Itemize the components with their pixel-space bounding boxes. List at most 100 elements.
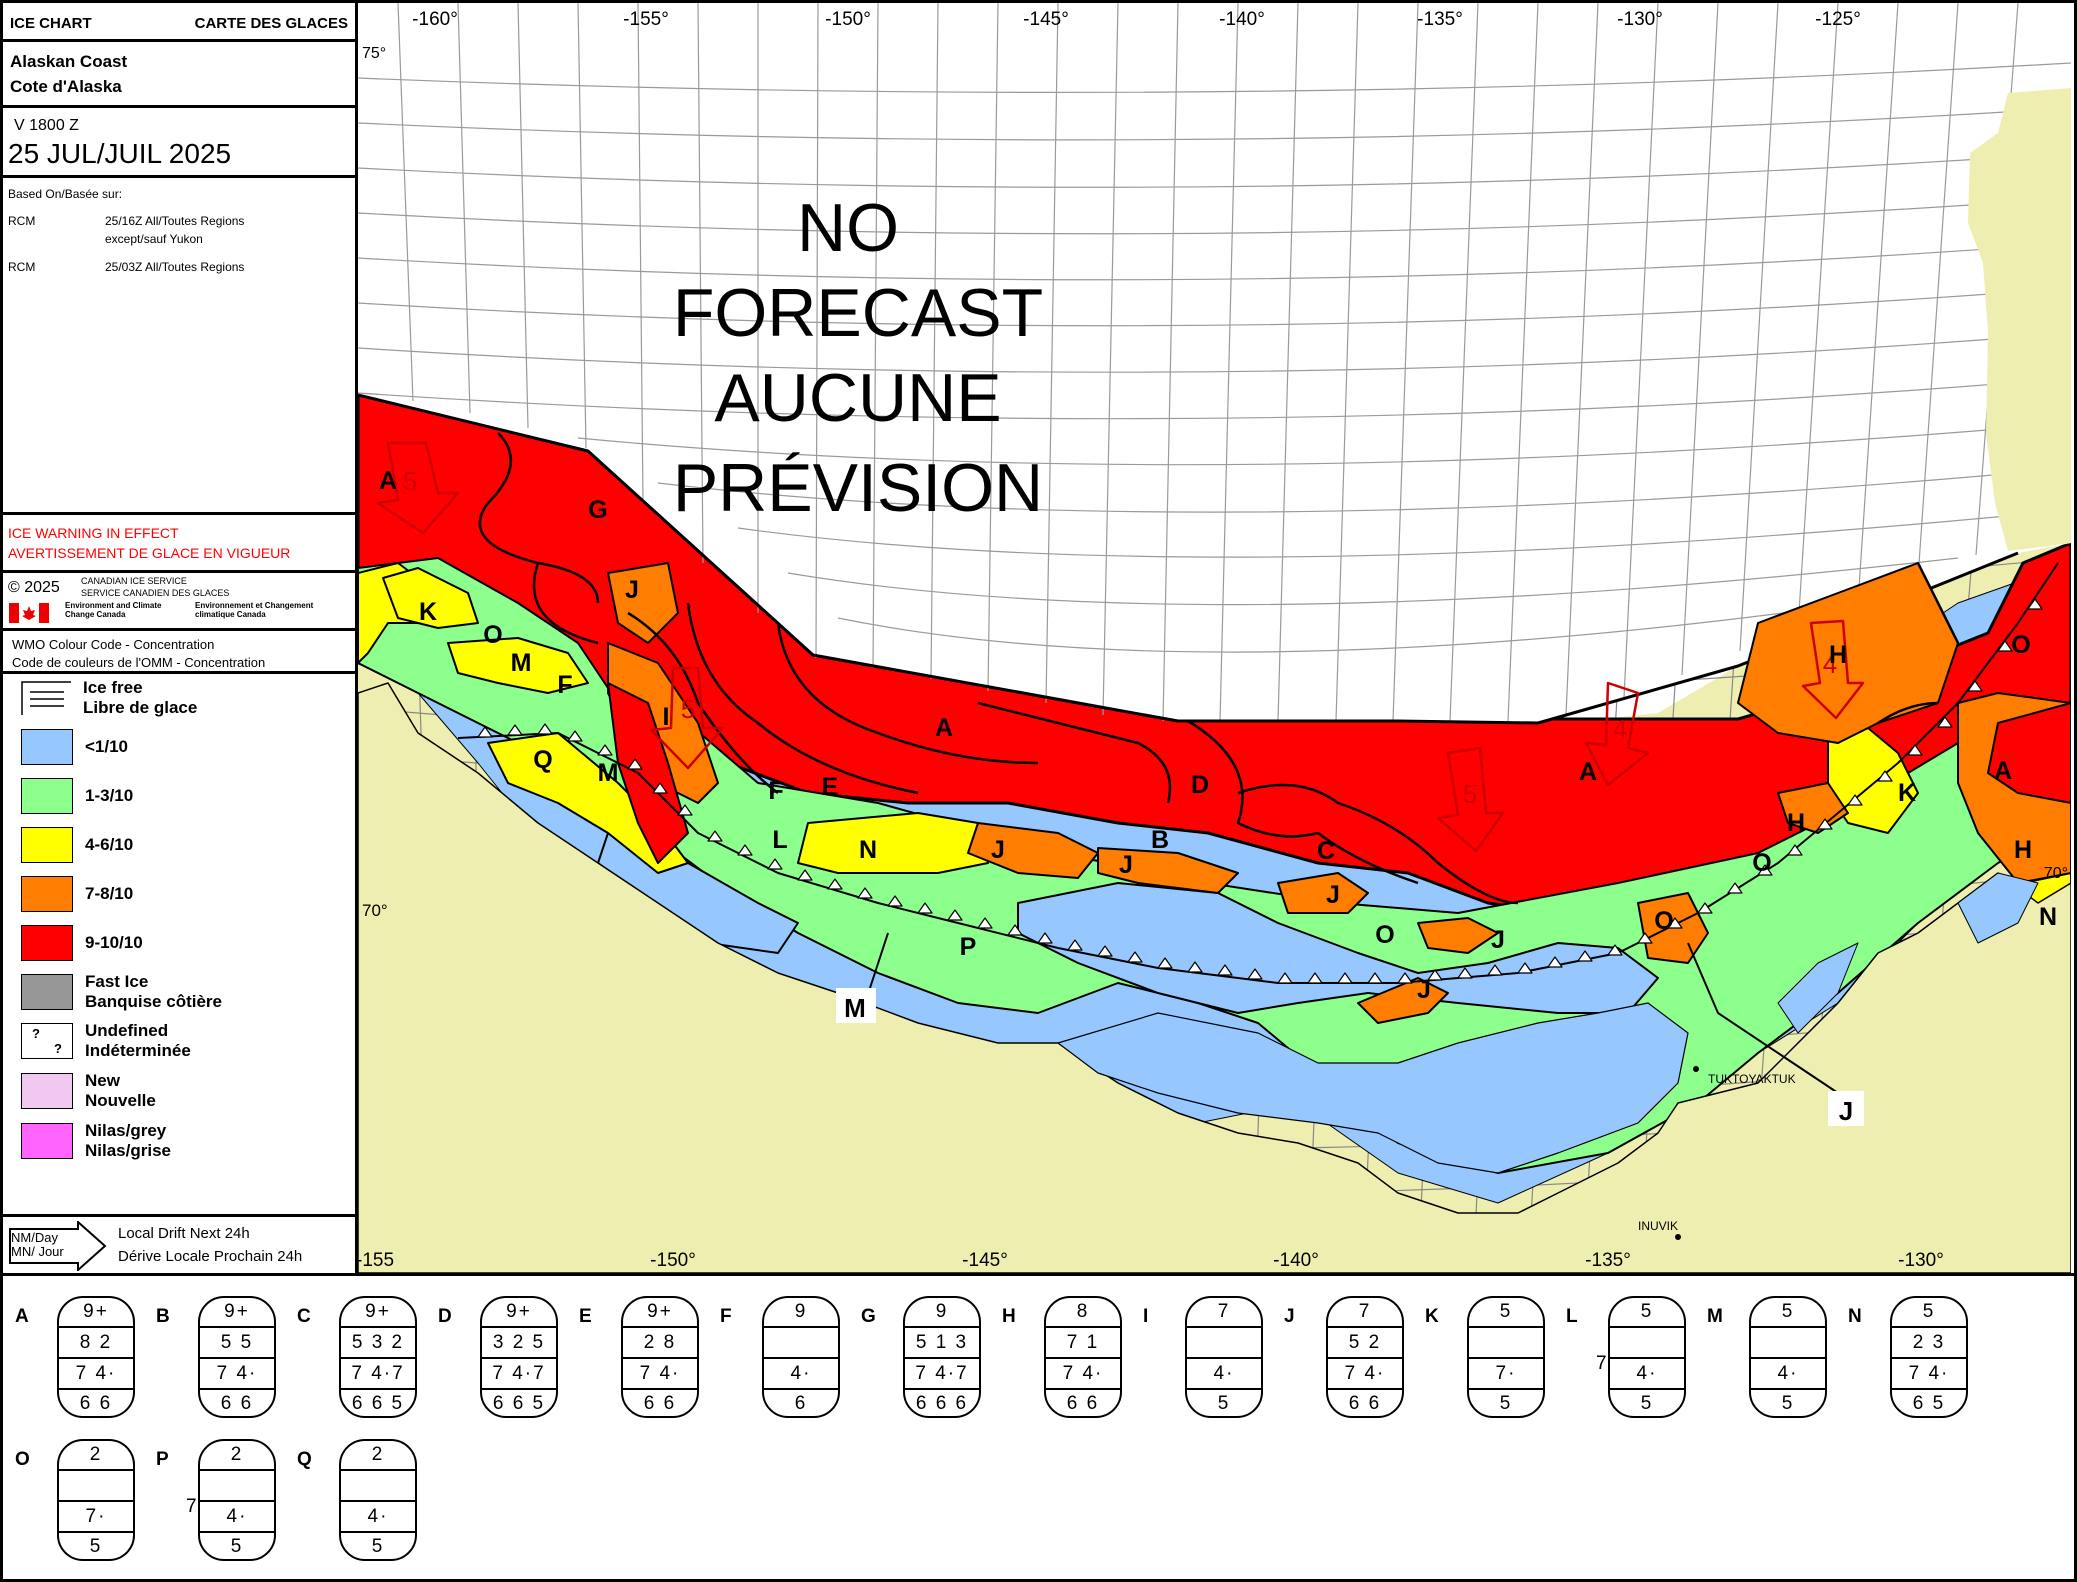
- egg-code-f: F 9 4· 6: [720, 1296, 850, 1418]
- land-coast: [358, 682, 2071, 1273]
- zone-label-q: Q: [533, 746, 552, 774]
- zone-label-o: O: [483, 621, 502, 649]
- egg-row-forms: 6 5: [1912, 1393, 1946, 1414]
- zone-label-m: M: [598, 759, 619, 787]
- zone-label-o: O: [1654, 907, 1673, 935]
- drift-value: 5: [403, 466, 417, 496]
- legend-item-7-8: 7-8/10: [21, 874, 133, 914]
- legend-item-fast-ice: Fast Ice Banquise côtière: [21, 972, 222, 1012]
- legend-swatch: [21, 1123, 73, 1159]
- legend-label-fr: Libre de glace: [83, 698, 198, 717]
- egg-row-stages: 4·: [1187, 1359, 1261, 1390]
- egg-row-stages: 7 4·: [1328, 1359, 1402, 1390]
- egg-row-ct: 9: [905, 1298, 979, 1328]
- egg-row-stages: 7 4·: [623, 1359, 697, 1390]
- egg-row-partials: 2 3: [1892, 1328, 1966, 1359]
- lon-label: -140°: [1273, 1250, 1319, 1271]
- agency-box: © 2025 CANADIAN ICE SERVICE SERVICE CANA…: [3, 573, 355, 631]
- legend-swatch: [21, 827, 73, 863]
- drift-value: 4: [1613, 714, 1627, 744]
- legend-label-fr: Indéterminée: [85, 1041, 191, 1060]
- zone-label-h: H: [1829, 641, 1847, 669]
- egg-row-partials: [1751, 1328, 1825, 1359]
- zone-label-n: N: [859, 836, 877, 864]
- lon-label: -130°: [1898, 1250, 1944, 1271]
- lon-label: -155: [358, 1250, 394, 1271]
- source-1-text2: except/sauf Yukon: [105, 232, 203, 246]
- egg-row-partials: [200, 1471, 274, 1502]
- title-box: ICE CHART CARTE DES GLACES: [3, 3, 355, 42]
- zone-label-a: A: [379, 467, 397, 495]
- egg-row-partials: 5 5: [200, 1328, 274, 1359]
- lat-label: 70°: [362, 901, 388, 920]
- egg-code-letter: Q: [297, 1449, 312, 1470]
- egg-row-partials: 8 2: [59, 1328, 133, 1359]
- legend-swatch: [21, 876, 73, 912]
- egg-oval: 5 7· 5: [1467, 1296, 1545, 1418]
- egg-row-stages: 7 4·: [200, 1359, 274, 1390]
- legend-label: Fast Ice: [85, 972, 149, 991]
- zone-label-o: O: [2011, 631, 2030, 659]
- warning-box: ICE WARNING IN EFFECT AVERTISSEMENT DE G…: [3, 515, 355, 573]
- egg-row-partials: 7 1: [1046, 1328, 1120, 1359]
- orange-j-mid: [1277, 872, 1369, 914]
- egg-oval: 5 4· 5: [1749, 1296, 1827, 1418]
- yellow-m: [447, 637, 589, 694]
- lon-label: -145°: [962, 1250, 1008, 1271]
- egg-code-m: M 5 4· 5: [1707, 1296, 1837, 1418]
- egg-code-letter: N: [1848, 1306, 1862, 1327]
- sidebar: ICE CHART CARTE DES GLACES Alaskan Coast…: [3, 3, 358, 1273]
- drift-arrow-top: NM/Day: [11, 1230, 58, 1245]
- egg-row-forms: 5: [230, 1536, 244, 1557]
- chart-date: 25 JUL/JUIL 2025: [8, 138, 232, 169]
- legend-item-undefined: ?? Undefined Indéterminée: [21, 1021, 191, 1061]
- no-forecast-line: FORECAST: [673, 275, 1043, 351]
- egg-row-stages: 4·: [341, 1502, 415, 1533]
- egg-row-ct: 9+: [341, 1298, 415, 1328]
- drift-arrow-bottom: MN/ Jour: [11, 1244, 64, 1259]
- zone-label-o: O: [1752, 849, 1771, 877]
- zone-label-n: N: [2039, 903, 2057, 931]
- zone-label-j: J: [625, 576, 639, 604]
- egg-row-partials: [764, 1328, 838, 1359]
- egg-code-letter: H: [1002, 1306, 1016, 1327]
- egg-row-forms: 5: [1781, 1393, 1795, 1414]
- egg-row-stages: 7 4·7: [905, 1359, 979, 1390]
- zone-label-j: J: [1119, 851, 1133, 879]
- egg-oval: 2 7· 5: [57, 1439, 135, 1561]
- lon-label: -155°: [623, 9, 669, 30]
- lon-label: -150°: [825, 9, 871, 30]
- egg-row-forms: 6 6: [1348, 1393, 1382, 1414]
- zone-label-p: P: [960, 933, 977, 961]
- egg-code-i: I 7 4· 5: [1143, 1296, 1273, 1418]
- source-1-text: 25/16Z All/Toutes Regions: [105, 214, 245, 228]
- egg-row-ct: 5: [1892, 1298, 1966, 1328]
- zone-label-k: K: [1898, 779, 1916, 807]
- legend-label: New: [85, 1071, 120, 1090]
- based-on-title: Based On/Basée sur:: [8, 187, 123, 201]
- drift-arrow: [376, 441, 460, 535]
- egg-oval: 7 4· 5: [1185, 1296, 1263, 1418]
- drift-arrows: [376, 441, 1865, 853]
- date-box: V 1800 Z 25 JUL/JUIL 2025: [3, 108, 355, 178]
- egg-row-partials: 5 2: [1328, 1328, 1402, 1359]
- region-en: Alaskan Coast: [10, 52, 128, 71]
- egg-row-forms: 5: [371, 1536, 385, 1557]
- legend-swatch: [21, 778, 73, 814]
- legend-label: Ice free: [83, 678, 143, 697]
- legend-title-fr: Code de couleurs de l'OMM - Concentratio…: [12, 655, 266, 670]
- legend-swatch-undefined: ??: [21, 1023, 73, 1059]
- no-forecast-line: PRÉVISION: [673, 450, 1043, 526]
- egg-oval: 2 4· 5: [339, 1439, 417, 1561]
- egg-code-letter: B: [156, 1306, 170, 1327]
- source-2-text: 25/03Z All/Toutes Regions: [105, 260, 245, 274]
- lat-label: 75°: [362, 45, 386, 62]
- legend-item-new: New Nouvelle: [21, 1071, 156, 1111]
- zone-label-i: I: [663, 703, 670, 731]
- zone-label-a: A: [1579, 758, 1597, 786]
